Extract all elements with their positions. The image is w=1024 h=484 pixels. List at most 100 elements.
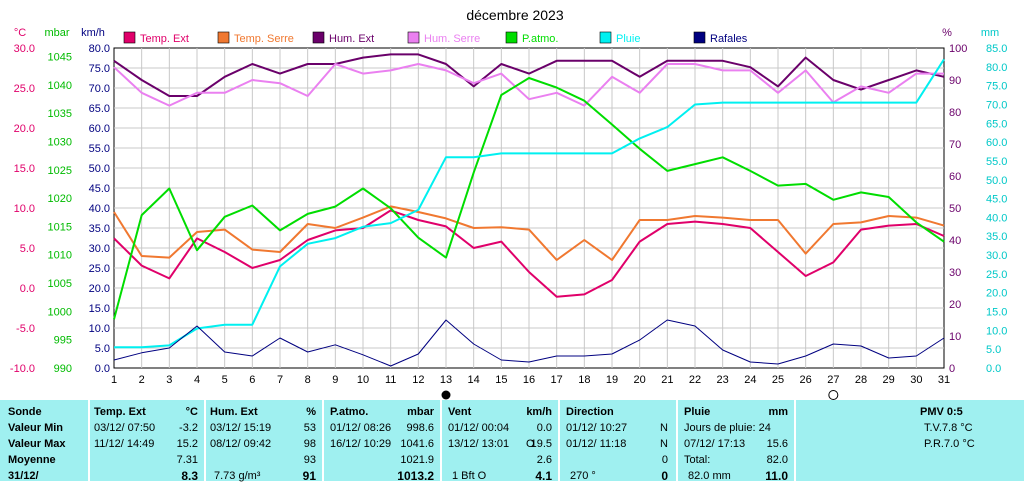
rain-tick-label: 15.0 — [986, 307, 1007, 319]
wind-tick-label: 15.0 — [89, 303, 110, 315]
stats-hum: Hum. Ext% 03/12/ 15:19 53 08/12/ 09:42 98 … — [206, 400, 322, 483]
rain-tick-label: 55.0 — [986, 156, 1007, 168]
rain-tick-label: 80.0 — [986, 62, 1007, 74]
humidity-tick-label: 70 — [949, 139, 961, 151]
legend-label: P.atmo. — [522, 33, 559, 45]
humidity-tick-label: 30 — [949, 267, 961, 279]
x-tick-label: 5 — [222, 374, 228, 386]
hum-last-sub: 7.73 g/m³ — [214, 470, 261, 482]
pmv-pr: P.R.7.0 °C — [924, 438, 975, 450]
x-tick-label: 25 — [772, 374, 784, 386]
wind-tick-label: 30.0 — [89, 243, 110, 255]
pressure-tick-label: 990 — [54, 363, 72, 375]
humidity-tick-label: 20 — [949, 299, 961, 311]
rain-tick-label: 5.0 — [986, 344, 1001, 356]
rain-tick-label: 50.0 — [986, 175, 1007, 187]
series-line — [113, 209, 945, 298]
wind-tick-label: 65.0 — [89, 103, 110, 115]
pluie-days: Jours de pluie: 24 — [684, 422, 771, 434]
label-last: 31/12/ — [8, 470, 39, 482]
legend-swatch — [312, 31, 325, 44]
rain-tick-label: 40.0 — [986, 212, 1007, 224]
wind-tick-label: 75.0 — [89, 63, 110, 75]
label-sonde: Sonde — [8, 406, 42, 418]
vent-max-date: 13/12/ 13:01 — [448, 438, 510, 450]
humidity-unit: % — [942, 27, 952, 39]
x-tick-label: 3 — [166, 374, 172, 386]
temp-min: -3.2 — [179, 422, 198, 434]
vent-min-date: 01/12/ 00:04 — [448, 422, 510, 434]
temp-min-date: 03/12/ 07:50 — [94, 422, 156, 434]
wind-tick-label: 5.0 — [95, 343, 110, 355]
x-tick-label: 8 — [305, 374, 311, 386]
x-tick-label: 27 — [827, 374, 839, 386]
x-tick-label: 2 — [139, 374, 145, 386]
label-max: Valeur Max — [8, 438, 66, 450]
vent-unit-label: km/h — [526, 406, 552, 418]
wind-tick-label: 45.0 — [89, 183, 110, 195]
hum-max: 98 — [303, 438, 316, 450]
patmo-max-date: 16/12/ 10:29 — [330, 438, 392, 450]
x-tick-label: 31 — [938, 374, 950, 386]
legend-swatch — [407, 31, 420, 44]
moon-phases — [441, 390, 839, 400]
temp-max-date: 11/12/ 14:49 — [94, 438, 155, 450]
wind-tick-label: 80.0 — [89, 43, 110, 55]
humidity-tick-label: 80 — [949, 107, 961, 119]
rain-tick-label: 30.0 — [986, 250, 1007, 262]
series-line — [113, 53, 945, 97]
vent-max: 19.5 — [530, 438, 552, 450]
wind-tick-label: 50.0 — [89, 163, 110, 175]
x-tick-label: 11 — [385, 374, 396, 386]
patmo-avg: 1021.9 — [400, 454, 434, 466]
pluie-unit-label: mm — [768, 406, 788, 418]
wind-tick-label: 10.0 — [89, 323, 110, 335]
pressure-tick-label: 1000 — [48, 306, 72, 318]
wind-tick-label: 25.0 — [89, 263, 110, 275]
hum-min: 53 — [303, 422, 316, 434]
x-tick-label: 16 — [523, 374, 535, 386]
stats-table: Sonde Valeur Min Valeur Max Moyenne 31/1… — [0, 400, 1024, 483]
series-line — [113, 319, 945, 367]
stats-pmv: PMV 0:5 T.V.7.8 °C P.R.7.0 °C — [796, 400, 1024, 481]
dir-min: N — [660, 422, 668, 434]
temp-max: 15.2 — [176, 438, 198, 450]
stats-dir: Direction 01/12/ 10:27 N 01/12/ 11:18 N 0 … — [560, 400, 676, 483]
patmo-header: P.atmo. — [330, 406, 369, 418]
humidity-tick-label: 40 — [949, 235, 961, 247]
hum-header: Hum. Ext — [210, 406, 258, 418]
rain-tick-label: 85.0 — [986, 43, 1007, 55]
wind-tick-label: 55.0 — [89, 143, 110, 155]
x-tick-label: 21 — [661, 374, 673, 386]
new-moon-icon — [441, 390, 451, 400]
series-line — [113, 77, 945, 320]
pressure-tick-label: 1045 — [48, 51, 72, 63]
wind-tick-label: 40.0 — [89, 203, 110, 215]
humidity-tick-label: 60 — [949, 171, 961, 183]
x-tick-label: 9 — [332, 374, 338, 386]
x-tick-label: 6 — [249, 374, 255, 386]
chart-title: décembre 2023 — [466, 7, 564, 23]
legend-swatch — [217, 31, 230, 44]
rain-tick-label: 35.0 — [986, 231, 1007, 243]
axis-ticks: -10.0-5.00.05.010.015.020.025.030.099099… — [10, 43, 1008, 386]
rain-tick-label: 0.0 — [986, 363, 1001, 375]
stats-vent: Vent km/h 01/12/ 00:04 0.0 13/12/ 13:01 O 19… — [442, 400, 558, 483]
temp-header: Temp. Ext — [94, 406, 146, 418]
x-tick-label: 7 — [277, 374, 283, 386]
pluie-last: 11.0 — [765, 469, 788, 483]
dir-header: Direction — [566, 406, 614, 418]
stats-pluie: Pluie mm Jours de pluie: 24 07/12/ 17:13 1… — [678, 400, 794, 483]
humidity-tick-label: 100 — [949, 43, 967, 55]
x-tick-label: 15 — [495, 374, 507, 386]
pressure-tick-label: 1005 — [48, 278, 72, 290]
legend-label: Pluie — [616, 33, 640, 45]
full-moon-icon — [828, 390, 839, 400]
x-tick-label: 10 — [357, 374, 369, 386]
x-tick-label: 22 — [689, 374, 701, 386]
label-min: Valeur Min — [8, 422, 64, 434]
x-tick-label: 12 — [412, 374, 424, 386]
hum-unit-label: % — [306, 406, 316, 418]
x-tick-label: 28 — [855, 374, 867, 386]
stats-patmo: P.atmo. mbar 01/12/ 08:26 998.6 16/12/ 10:… — [324, 400, 440, 483]
